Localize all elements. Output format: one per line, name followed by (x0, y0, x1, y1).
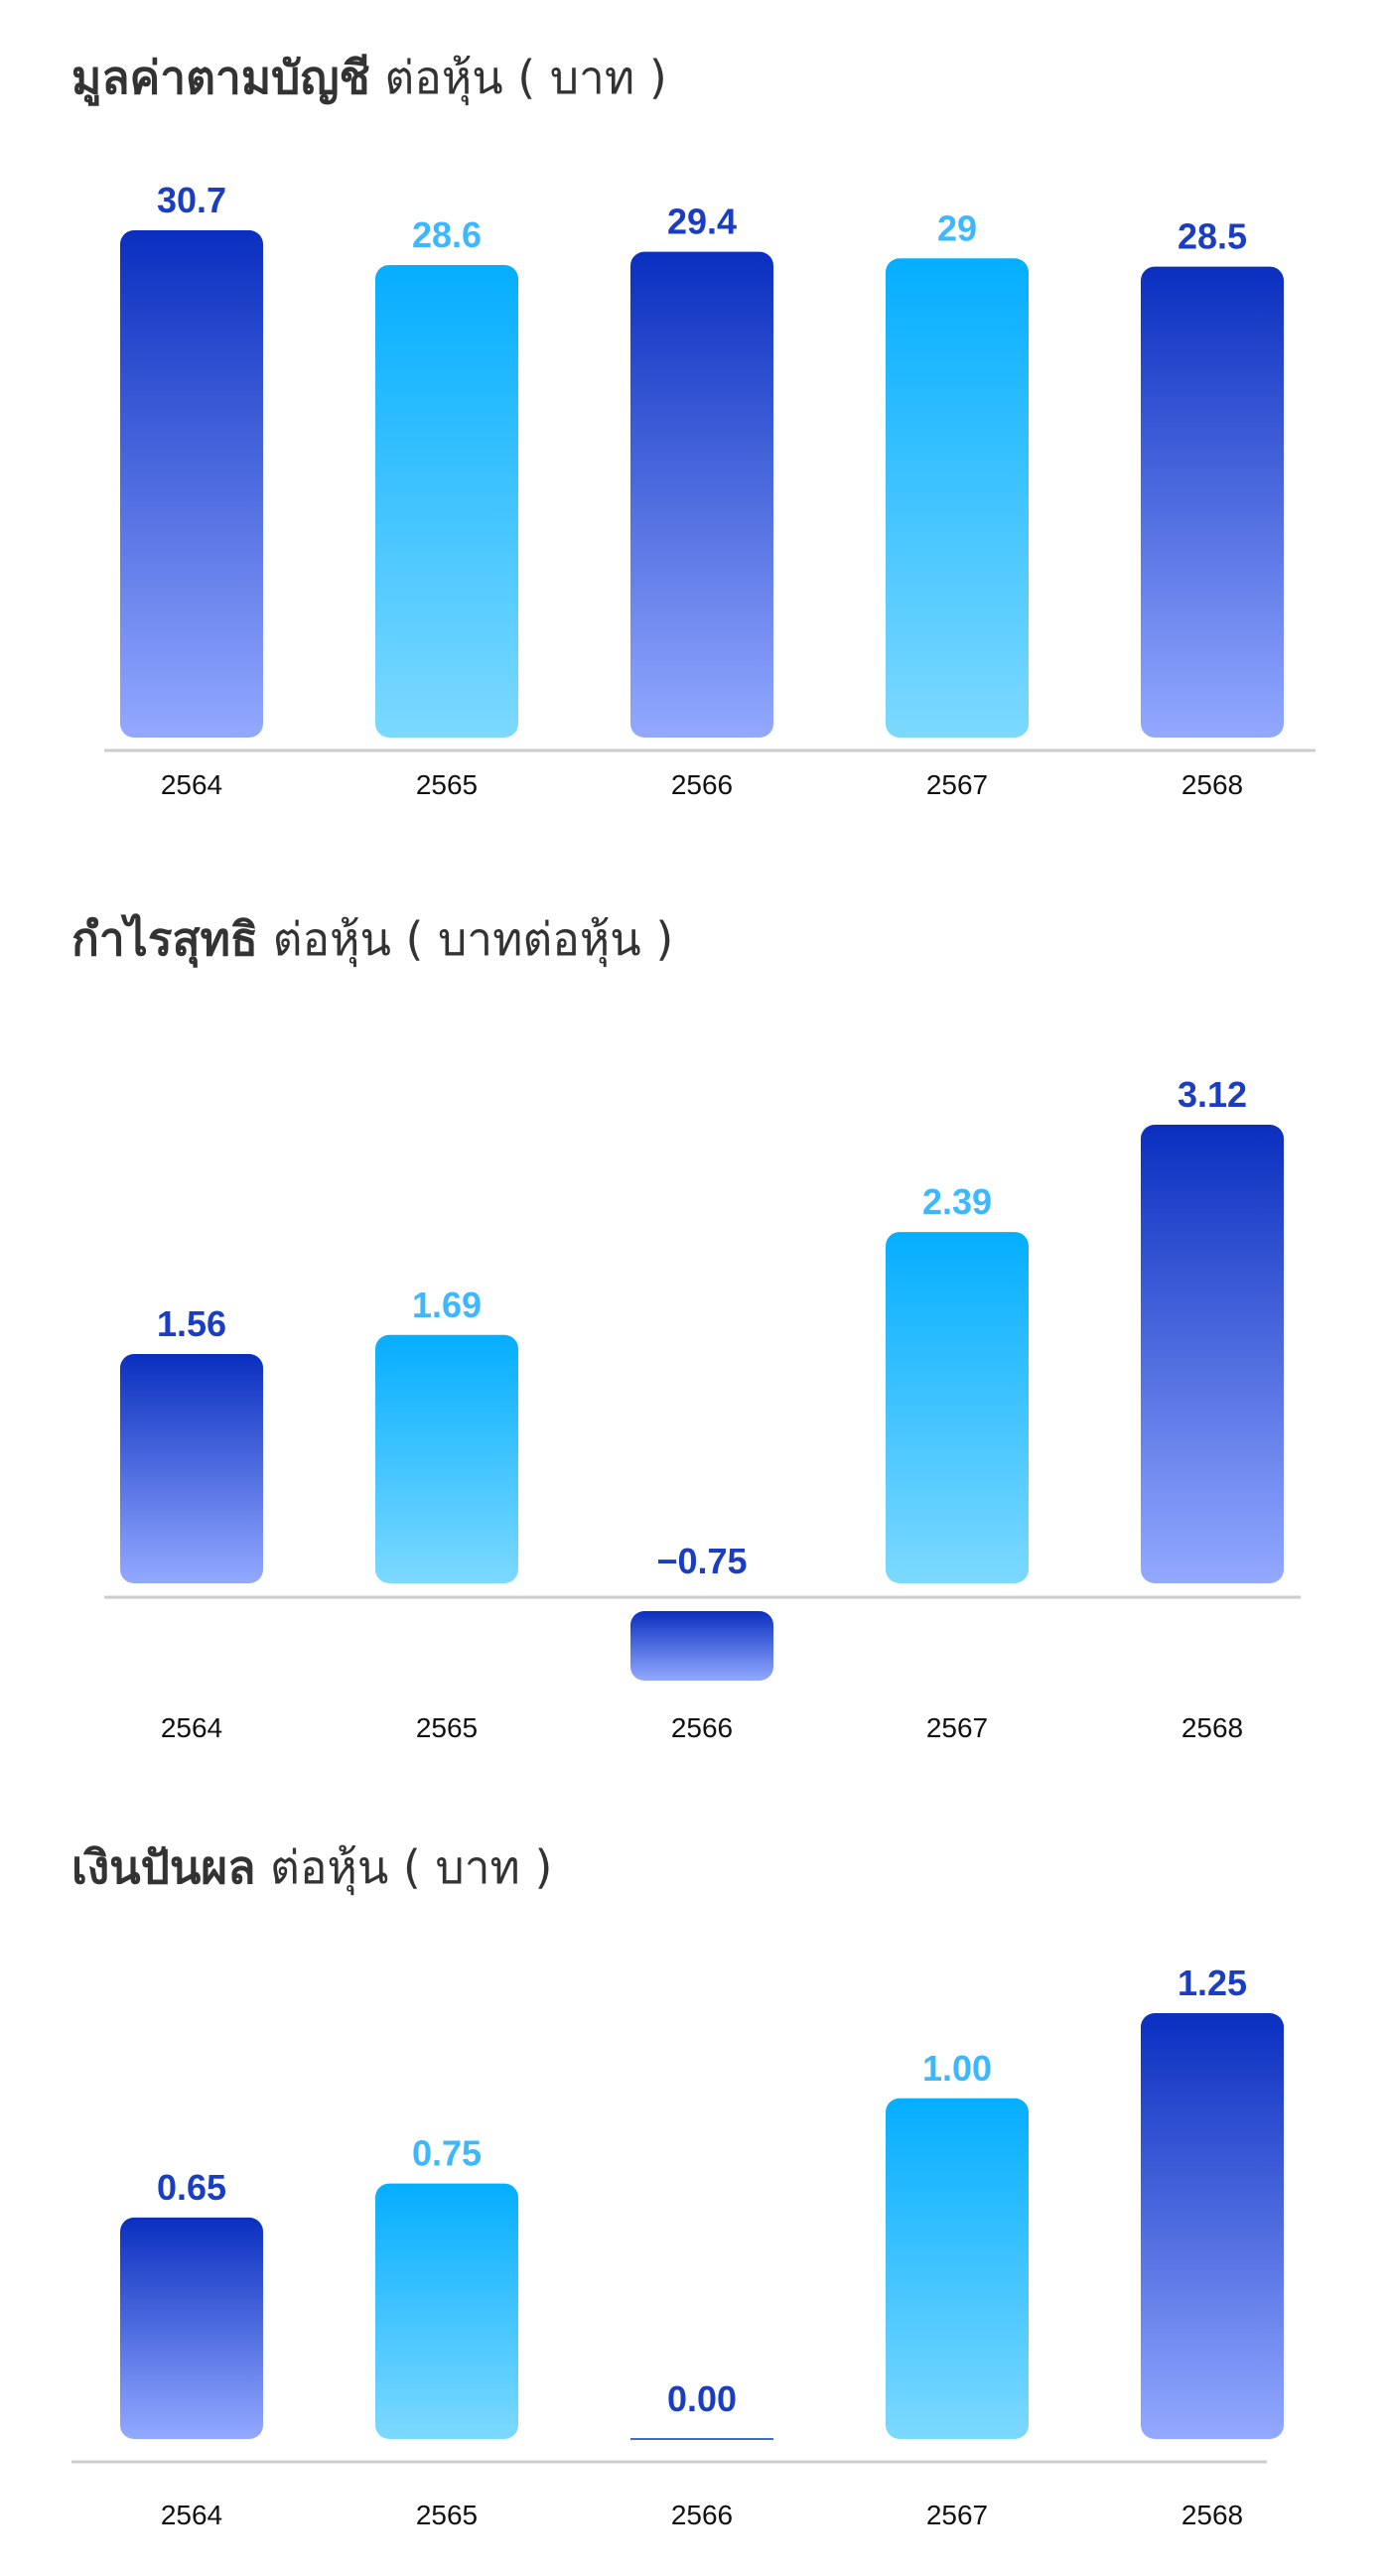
data-label-2564: 1.56 (157, 1303, 226, 1344)
x-tick-label-2566: 2566 (671, 2500, 733, 2530)
data-label-2565: 1.69 (412, 1285, 482, 1325)
data-label-2567: 2.39 (922, 1181, 992, 1222)
chart-title-unit: ต่อหุ้น ( บาท ) (255, 1840, 553, 1894)
chart-title-dividend: เงินปันผล ต่อหุ้น ( บาท ) (71, 1831, 552, 1904)
x-tick-label-2565: 2565 (416, 2500, 478, 2530)
bar-2565 (375, 2183, 518, 2439)
x-tick-label-2564: 2564 (161, 769, 222, 800)
bar-2564 (120, 2217, 263, 2439)
bar-2567 (886, 2098, 1029, 2439)
bar-2567 (886, 258, 1029, 738)
data-label-2564: 0.65 (157, 2167, 226, 2208)
data-label-2566: 29.4 (667, 202, 737, 242)
bar-2565 (375, 264, 518, 738)
x-tick-label-2567: 2567 (926, 769, 988, 800)
x-tick-label-2565: 2565 (416, 769, 478, 800)
bar-2568 (1141, 1125, 1284, 1583)
x-tick-label-2566: 2566 (671, 1712, 733, 1743)
x-tick-label-2565: 2565 (416, 1712, 478, 1743)
chart-title-unit: ต่อหุ้น ( บาทต่อหุ้น ) (258, 912, 674, 966)
chart-title-bold: เงินปันผล (71, 1840, 256, 1894)
bar-2565 (375, 1334, 518, 1583)
data-label-2566: 0.00 (667, 2378, 737, 2419)
bar-2566 (630, 1611, 773, 1681)
chart-title-bold: มูลค่าตามบัญชี (71, 51, 370, 104)
chart-title-book-value: มูลค่าตามบัญชี ต่อหุ้น ( บาท ) (71, 42, 667, 114)
bar-2564 (120, 1354, 263, 1583)
data-label-2568: 3.12 (1178, 1074, 1247, 1115)
x-tick-label-2567: 2567 (926, 2500, 988, 2530)
data-label-2566: −0.75 (656, 1541, 747, 1581)
data-label-2568: 28.5 (1178, 216, 1247, 257)
data-label-2567: 29 (937, 207, 977, 248)
bar-2568 (1141, 266, 1284, 738)
bar-2568 (1141, 2013, 1284, 2439)
chart-title-bold: กำไรสุทธิ (71, 912, 258, 966)
x-tick-label-2567: 2567 (926, 1712, 988, 1743)
data-label-2564: 30.7 (157, 180, 226, 220)
dividend-per-share-chart: 0.65 2564 0.75 2565 0.00 2566 1.00 2567 1.25 2568 (71, 1963, 1284, 2530)
x-tick-label-2566: 2566 (671, 769, 733, 800)
chart-title-unit: ต่อหุ้น ( บาท ) (369, 51, 667, 104)
data-label-2565: 28.6 (412, 214, 482, 255)
x-tick-label-2568: 2568 (1181, 2500, 1243, 2530)
data-label-2568: 1.25 (1178, 1963, 1247, 2003)
book-value-per-share-chart: 30.7 2564 28.6 2565 29.4 2566 29 2567 28.5 2568 (104, 180, 1316, 800)
x-tick-label-2564: 2564 (161, 2500, 222, 2530)
x-tick-label-2564: 2564 (161, 1712, 222, 1743)
bar-2566 (630, 251, 773, 738)
earnings-per-share-chart: 1.56 2564 1.69 2565 −0.75 2566 2.39 2567 3.12 256… (104, 1074, 1301, 1743)
chart-title-eps: กำไรสุทธิ ต่อหุ้น ( บาทต่อหุ้น ) (71, 903, 673, 976)
data-label-2567: 1.00 (922, 2048, 992, 2089)
x-tick-label-2568: 2568 (1181, 769, 1243, 800)
bar-2567 (886, 1232, 1029, 1583)
data-label-2565: 0.75 (412, 2133, 482, 2174)
bar-2564 (120, 230, 263, 738)
x-tick-label-2568: 2568 (1181, 1712, 1243, 1743)
